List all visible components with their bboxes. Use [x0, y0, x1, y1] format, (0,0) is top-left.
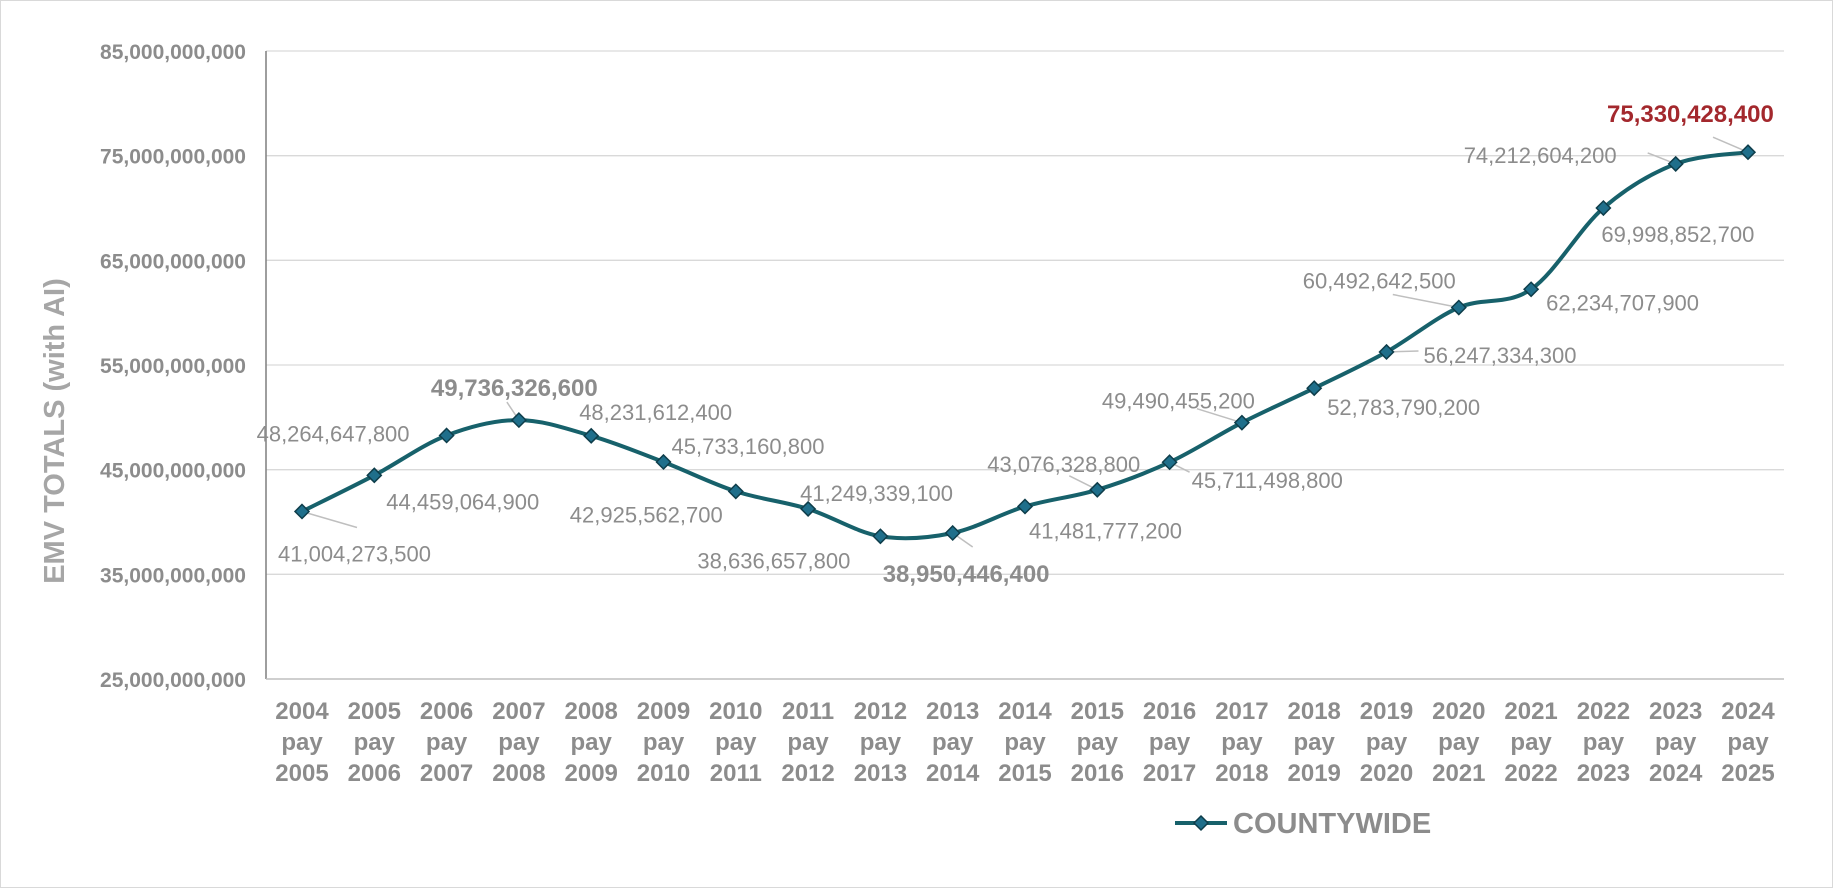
data-point-marker — [1016, 498, 1034, 515]
data-point-marker — [727, 483, 744, 500]
data-label: 48,231,612,400 — [579, 400, 732, 425]
series-line-countywide — [301, 150, 1749, 541]
data-label: 52,783,790,200 — [1327, 395, 1480, 420]
x-tick-label: 2009 pay 2010 — [637, 698, 690, 787]
x-tick-label: 2011 pay 2012 — [781, 698, 834, 787]
data-point-marker — [1667, 155, 1684, 172]
data-markers — [293, 144, 1757, 545]
data-label: 38,950,446,400 — [883, 561, 1050, 588]
data-label: 75,330,428,400 — [1607, 101, 1774, 128]
y-tick-label: 55,000,000,000 — [100, 355, 246, 378]
y-tick-label: 35,000,000,000 — [100, 564, 246, 587]
data-label: 48,264,647,800 — [257, 421, 410, 446]
data-label: 41,249,339,100 — [800, 481, 953, 506]
data-point-marker — [1523, 281, 1540, 298]
x-tick-label: 2020 pay 2021 — [1432, 698, 1485, 787]
data-label: 38,636,657,800 — [697, 548, 850, 573]
legend-label: COUNTYWIDE — [1233, 808, 1431, 840]
data-point-marker — [944, 524, 961, 542]
leader-line — [1712, 136, 1749, 153]
leader-line — [301, 510, 358, 529]
data-point-marker — [1233, 414, 1250, 431]
y-tick-labels: 85,000,000,000 75,000,000,000 65,000,000,0… — [100, 41, 246, 692]
data-point-marker — [1450, 299, 1467, 316]
data-point-marker — [510, 412, 527, 429]
data-point-marker — [293, 503, 311, 520]
y-tick-label: 85,000,000,000 — [100, 41, 246, 64]
x-tick-label: 2008 pay 2009 — [565, 698, 618, 787]
x-tick-label: 2016 pay 2017 — [1143, 698, 1196, 787]
data-point-marker — [872, 528, 889, 545]
data-label: 44,459,064,900 — [386, 489, 539, 514]
data-label: 60,492,642,500 — [1303, 269, 1456, 294]
data-point-marker — [1089, 481, 1106, 498]
x-tick-label: 2022 pay 2023 — [1577, 698, 1630, 787]
x-tick-label: 2014 pay 2015 — [998, 698, 1052, 787]
data-point-marker — [1378, 343, 1395, 361]
x-tick-label: 2017 pay 2018 — [1215, 698, 1268, 787]
data-point-marker — [1739, 144, 1757, 161]
data-labels: 41,004,273,500 44,459,064,900 48,264,647,8… — [257, 101, 1774, 588]
x-tick-label: 2006 pay 2007 — [420, 698, 473, 787]
data-point-marker — [438, 427, 455, 444]
x-tick-label: 2023 pay 2024 — [1649, 698, 1703, 787]
data-label: 45,711,498,800 — [1192, 468, 1343, 493]
x-tick-label: 2010 pay 2011 — [709, 698, 762, 787]
data-point-marker — [583, 427, 600, 444]
data-point-marker — [1595, 199, 1612, 217]
axes — [265, 51, 1784, 680]
data-label: 45,733,160,800 — [672, 434, 825, 459]
data-label: 42,925,562,700 — [570, 502, 723, 527]
data-label: 49,490,455,200 — [1102, 389, 1255, 414]
x-tick-labels: 2004 pay 2005 2005 pay 2006 2006 pay 2007 2007 pay… — [275, 698, 1775, 787]
data-point-marker — [1306, 380, 1323, 397]
leader-line — [1196, 407, 1243, 424]
x-tick-label: 2024 pay 2025 — [1721, 698, 1775, 787]
data-point-marker — [366, 467, 383, 484]
data-point-marker — [1161, 454, 1178, 471]
x-tick-label: 2021 pay 2022 — [1504, 698, 1557, 787]
grid-lines — [266, 50, 1784, 575]
x-tick-label: 2004 pay 2005 — [275, 698, 329, 787]
y-axis-label: EMV TOTALS (with AI) — [39, 278, 71, 584]
data-point-marker — [800, 500, 817, 517]
x-tick-label: 2019 pay 2020 — [1360, 698, 1413, 787]
legend-marker-swatch — [1192, 814, 1210, 832]
x-tick-label: 2007 pay 2008 — [492, 698, 545, 787]
x-tick-label: 2012 pay 2013 — [854, 698, 907, 787]
y-tick-label: 65,000,000,000 — [100, 250, 246, 273]
legend: COUNTYWIDE — [1175, 808, 1431, 840]
data-label: 74,212,604,200 — [1464, 143, 1617, 168]
x-tick-label: 2013 pay 2014 — [926, 698, 980, 787]
y-tick-label: 75,000,000,000 — [100, 146, 246, 169]
data-label: 69,998,852,700 — [1601, 222, 1754, 247]
y-tick-label: 45,000,000,000 — [100, 460, 246, 483]
x-tick-label: 2015 pay 2016 — [1071, 698, 1124, 787]
data-label: 56,247,334,300 — [1424, 343, 1577, 368]
data-point-marker — [655, 453, 672, 471]
data-label: 62,234,707,900 — [1546, 290, 1699, 315]
y-tick-label: 25,000,000,000 — [100, 669, 246, 692]
leader-line — [1392, 293, 1459, 309]
data-label: 49,736,326,600 — [431, 375, 598, 402]
data-label: 41,004,273,500 — [278, 541, 431, 566]
x-tick-label: 2018 pay 2019 — [1288, 698, 1341, 787]
x-tick-label: 2005 pay 2006 — [348, 698, 401, 787]
data-label: 43,076,328,800 — [987, 452, 1140, 477]
data-label: 41,481,777,200 — [1029, 518, 1182, 543]
